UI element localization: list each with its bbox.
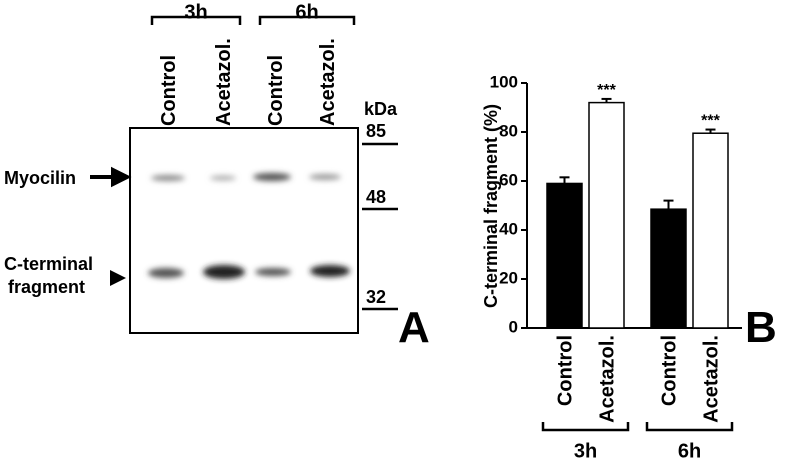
y-tick-label: 100 bbox=[490, 72, 518, 91]
bar bbox=[546, 182, 583, 329]
group-label: 6h bbox=[295, 1, 318, 23]
lane-label: Control bbox=[265, 55, 287, 126]
marker-label: 32 bbox=[366, 287, 386, 307]
x-tick-label: Acetazol. bbox=[701, 335, 723, 423]
group-label: 3h bbox=[184, 1, 207, 23]
x-tick-label: Acetazol. bbox=[597, 335, 619, 423]
blot-bands bbox=[148, 173, 350, 279]
blot-frame bbox=[129, 127, 359, 334]
blot-panel: 3h 6h Control Acetazol. Control Acetazol… bbox=[4, 1, 430, 352]
lane-label: Acetazol. bbox=[317, 38, 339, 126]
x-tick-label: Control bbox=[659, 335, 681, 406]
marker-unit: kDa bbox=[364, 99, 398, 119]
band-label: Myocilin bbox=[4, 168, 76, 188]
group-label: 6h bbox=[678, 440, 701, 462]
lane-label: Control bbox=[158, 55, 180, 126]
y-tick-label: 60 bbox=[499, 170, 518, 189]
group-bracket bbox=[150, 15, 356, 25]
bar-chart: C-terminal fragment (%) B 0 20 40 60 80 100 Co… bbox=[481, 72, 777, 462]
y-tick-label: 20 bbox=[499, 268, 518, 287]
bar bbox=[588, 101, 625, 329]
arrow bbox=[90, 166, 132, 188]
marker-label: 48 bbox=[366, 187, 386, 207]
band-label: C-terminal bbox=[4, 254, 93, 274]
y-tick-label: 0 bbox=[509, 317, 518, 336]
group-bracket bbox=[541, 422, 630, 432]
group-bracket bbox=[645, 422, 734, 432]
bar bbox=[650, 208, 687, 329]
significance-label: *** bbox=[701, 113, 720, 130]
panel-letter: A bbox=[398, 303, 430, 352]
panel-letter: B bbox=[745, 303, 777, 352]
y-tick-label: 40 bbox=[499, 219, 518, 238]
band-label: fragment bbox=[8, 277, 85, 297]
x-tick-label: Control bbox=[555, 335, 577, 406]
arrowhead bbox=[110, 270, 126, 286]
marker-label: 85 bbox=[366, 121, 386, 141]
bar bbox=[692, 132, 729, 329]
significance-label: *** bbox=[597, 82, 616, 99]
y-tick-label: 80 bbox=[499, 121, 518, 140]
group-label: 3h bbox=[574, 440, 597, 462]
lane-label: Acetazol. bbox=[213, 38, 235, 126]
y-axis-label: C-terminal fragment (%) bbox=[481, 104, 501, 308]
